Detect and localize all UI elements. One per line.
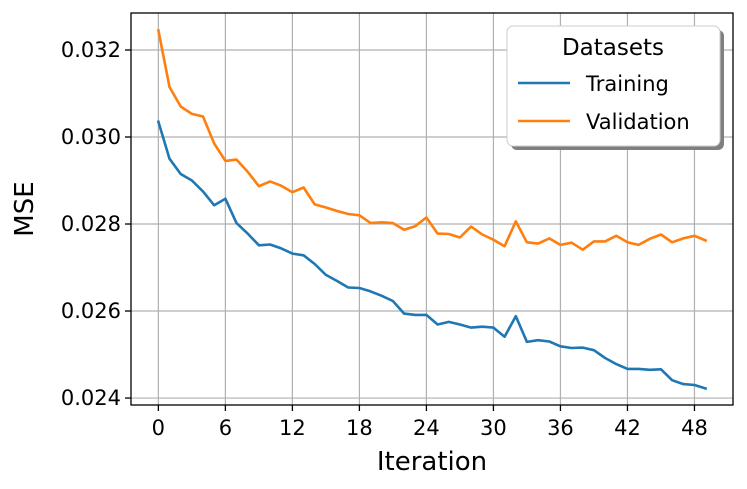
- x-tick-label: 18: [346, 416, 373, 440]
- y-tick-label: 0.028: [61, 212, 121, 236]
- legend: Datasets Training Validation: [506, 25, 724, 150]
- x-tick-label: 30: [480, 416, 507, 440]
- series-line-validation: [156, 28, 708, 251]
- x-tick-label: 12: [279, 416, 306, 440]
- y-tick-label: 0.032: [61, 38, 121, 62]
- legend-label-training: Training: [585, 72, 669, 96]
- x-tick-label: 42: [614, 416, 641, 440]
- x-axis-label: Iteration: [377, 447, 487, 477]
- y-tick-label: 0.026: [61, 299, 121, 323]
- series-line-training: [156, 120, 708, 391]
- x-tick-label: 0: [152, 416, 165, 440]
- y-tick-label: 0.030: [61, 125, 121, 149]
- x-tick-label: 36: [547, 416, 574, 440]
- y-tick-label: 0.024: [61, 386, 121, 410]
- series-layer: [156, 28, 708, 391]
- x-axis-ticks: 0 6 12 18 24 30 36 42 48: [152, 405, 708, 440]
- legend-title: Datasets: [562, 35, 664, 61]
- x-tick-label: 48: [681, 416, 708, 440]
- plot-frame: [130, 12, 734, 406]
- legend-label-validation: Validation: [586, 110, 690, 134]
- x-tick-label: 24: [413, 416, 440, 440]
- x-tick-label: 6: [219, 416, 232, 440]
- y-axis-ticks: 0.024 0.026 0.028 0.030 0.032: [61, 38, 131, 410]
- legend-box: [506, 25, 721, 147]
- y-axis-label: MSE: [10, 181, 40, 236]
